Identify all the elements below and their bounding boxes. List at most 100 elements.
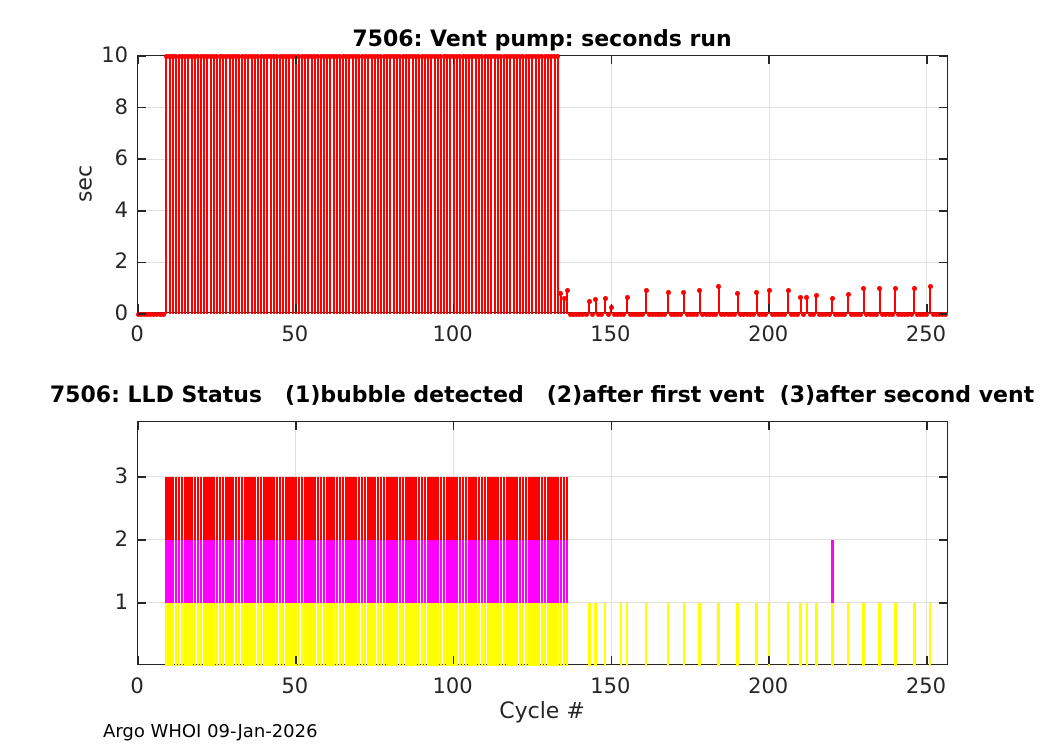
stem-marker xyxy=(772,311,778,317)
stem-line xyxy=(294,56,297,314)
bar-segment-after-second-vent xyxy=(351,476,354,540)
stem-marker xyxy=(479,53,485,59)
bar-segment-after-first-vent xyxy=(294,539,298,603)
bar-segment-after-second-vent xyxy=(509,476,512,540)
bar-segment-after-first-vent xyxy=(202,539,206,603)
stem-line xyxy=(260,56,263,314)
figure-footer: Argo WHOI 09-Jan-2026 xyxy=(103,721,318,742)
stem-marker xyxy=(665,289,671,295)
bar-segment-after-first-vent xyxy=(493,539,496,603)
bar-segment-after-first-vent xyxy=(237,539,241,603)
bar-segment-after-first-vent xyxy=(559,539,563,603)
stem-marker xyxy=(252,53,258,59)
bar-segment-bubble-detected xyxy=(193,602,197,666)
bar-segment-after-first-vent xyxy=(291,539,294,603)
stem-line xyxy=(329,56,332,314)
bar-segment-bubble-detected xyxy=(427,602,430,666)
stem-line xyxy=(345,56,348,314)
stem-line xyxy=(165,56,168,314)
stem-line xyxy=(364,56,367,314)
stem-marker xyxy=(870,311,876,317)
bar-segment-after-second-vent xyxy=(477,476,481,540)
stem-marker xyxy=(435,53,441,59)
bar-segment-after-second-vent xyxy=(512,476,515,540)
bar-segment-after-first-vent xyxy=(221,539,225,603)
bar-segment-after-first-vent xyxy=(458,539,462,603)
bar-segment-after-second-vent xyxy=(190,476,193,540)
stem-line xyxy=(215,56,218,314)
bar-segment-bubble-detected xyxy=(521,602,525,666)
stem-marker xyxy=(911,285,917,291)
stem-marker xyxy=(290,53,296,59)
bar-segment-after-second-vent xyxy=(449,476,452,540)
stem-line xyxy=(338,56,341,314)
stem-line xyxy=(228,56,231,314)
stem-marker xyxy=(170,53,176,59)
stem-line xyxy=(291,56,294,314)
bar-segment-bubble-detected xyxy=(603,602,607,666)
stem-line xyxy=(209,56,212,314)
stem-line xyxy=(929,286,932,314)
stem-marker xyxy=(463,53,469,59)
x-gridline xyxy=(610,56,612,312)
stem-line xyxy=(667,292,670,314)
bar-segment-after-second-vent xyxy=(468,476,471,540)
stem-marker xyxy=(536,53,542,59)
stem-marker xyxy=(189,53,195,59)
stem-marker xyxy=(612,311,617,317)
bar-segment-bubble-detected xyxy=(420,602,424,666)
bar-segment-after-second-vent xyxy=(231,476,234,540)
stem-line xyxy=(206,56,209,314)
bar-segment-after-first-vent xyxy=(408,539,411,603)
stem-marker xyxy=(615,311,621,317)
stem-marker xyxy=(653,311,659,317)
stem-marker xyxy=(782,311,788,317)
stem-marker xyxy=(460,53,466,59)
stem-marker xyxy=(255,53,261,59)
stem-marker xyxy=(286,53,292,59)
stem-line xyxy=(550,56,553,314)
stem-marker xyxy=(744,311,750,317)
stem-marker xyxy=(564,288,570,294)
stem-marker xyxy=(747,311,753,317)
stem-marker xyxy=(394,53,400,59)
bar-segment-bubble-detected xyxy=(830,602,834,666)
stem-line xyxy=(247,56,250,314)
bar-segment-bubble-detected xyxy=(307,602,310,666)
stem-line xyxy=(556,56,559,314)
bar-segment-after-second-vent xyxy=(278,476,282,540)
bar-segment-after-second-vent xyxy=(313,476,316,540)
stem-line xyxy=(370,56,373,314)
stem-line xyxy=(272,56,275,314)
bar-segment-bubble-detected xyxy=(351,602,354,666)
stem-marker xyxy=(754,289,759,295)
stem-marker xyxy=(223,53,229,59)
stem-line xyxy=(219,56,222,314)
stem-marker xyxy=(485,53,491,59)
stem-marker xyxy=(861,285,867,291)
bar-segment-after-first-vent xyxy=(499,539,503,603)
bar-segment-after-second-vent xyxy=(490,476,493,540)
bar-segment-after-second-vent xyxy=(471,476,474,540)
stem-marker xyxy=(419,53,425,59)
bar-segment-after-first-vent xyxy=(367,539,370,603)
stem-line xyxy=(525,56,528,314)
bar-segment-after-second-vent xyxy=(436,476,440,540)
bar-segment-after-second-vent xyxy=(209,476,212,540)
stem-marker xyxy=(517,53,523,59)
x-gridline xyxy=(768,56,770,312)
stem-marker xyxy=(933,311,939,317)
bar-segment-after-first-vent xyxy=(521,539,525,603)
stem-marker xyxy=(826,311,832,317)
bar-segment-after-first-vent xyxy=(215,539,219,603)
stem-marker xyxy=(324,53,330,59)
x-gridline xyxy=(610,422,612,664)
stem-line xyxy=(471,56,474,314)
x-tick-mark-top xyxy=(295,422,297,430)
bar-segment-bubble-detected xyxy=(228,602,231,666)
y-tick-mark-right xyxy=(939,476,947,478)
stem-line xyxy=(320,56,323,314)
x-tick-mark xyxy=(295,304,297,312)
bar-segment-bubble-detected xyxy=(423,602,427,666)
stem-marker xyxy=(400,53,406,59)
